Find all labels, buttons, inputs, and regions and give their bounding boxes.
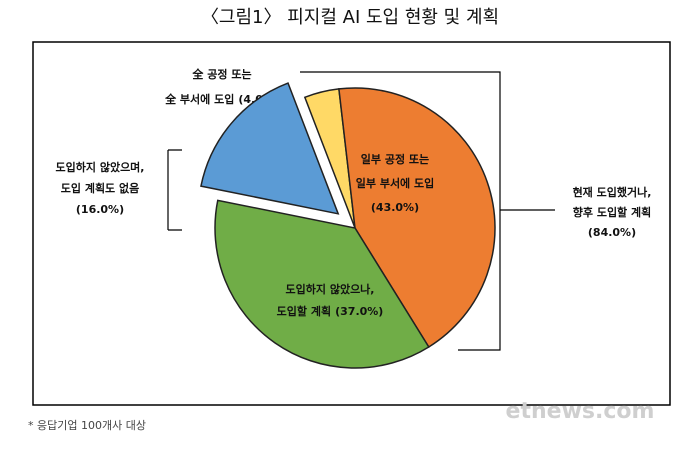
pie-slice [214, 199, 430, 369]
left-bracket [167, 149, 182, 231]
value-label: (16.0%) [76, 203, 124, 216]
chart-title: 〈그림1〉 피지컬 AI 도입 현황 및 계획 [201, 7, 499, 28]
watermark: etnews.com [506, 399, 655, 424]
chart-frame [32, 41, 671, 406]
annotation-label: 현재 도입했거나, [573, 185, 652, 199]
slice-label: 도입하지 않았으나, [286, 282, 375, 296]
annotation-bracket [300, 71, 555, 351]
slice-label: 도입하지 않았으며, [56, 160, 145, 174]
annotation-label: 향후 도입할 계획 [573, 205, 652, 219]
slice-label: 全 부서에 도입 [164, 92, 234, 106]
slice-label: 일부 부서에 도입 [356, 176, 435, 190]
slice-label: 도입할 계획 [277, 304, 331, 318]
slice-label: 도입 계획도 없음 [61, 181, 140, 195]
slice-label: 全 공정 또는 [191, 67, 251, 81]
slice-label: 도입할 계획 (37.0%) [277, 304, 384, 318]
note: * 응답기업 100개사 대상 [28, 419, 146, 432]
annotation-value: (84.0%) [588, 226, 636, 239]
value-label: (37.0%) [335, 305, 383, 318]
pie-slice [200, 82, 340, 215]
pie-slice [338, 87, 496, 349]
slice-label: 일부 공정 또는 [361, 152, 429, 166]
value-label: (43.0%) [371, 201, 419, 214]
